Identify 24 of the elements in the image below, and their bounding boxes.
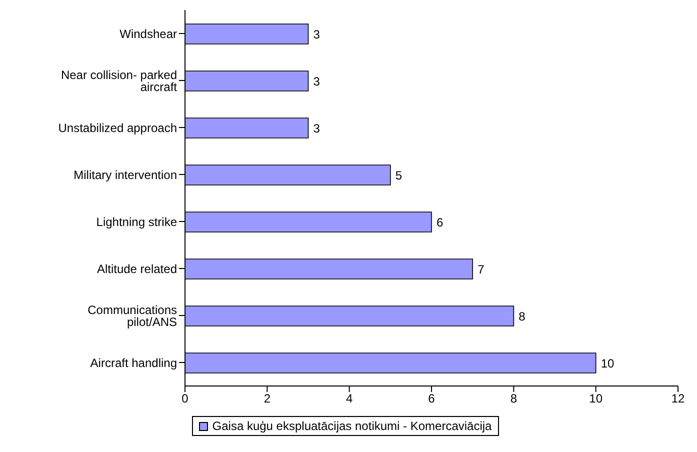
y-tick-label: Lightning strike xyxy=(96,214,178,229)
data-label: 7 xyxy=(478,262,485,276)
data-label: 3 xyxy=(313,121,320,136)
y-tick-label: Near collision- parked aircraft xyxy=(60,68,178,94)
data-label: 6 xyxy=(436,215,444,230)
data-label: 8 xyxy=(518,309,526,324)
y-tick-label: Aircraft handling xyxy=(90,356,177,370)
x-tick-label: 10 xyxy=(589,392,603,406)
x-tick-label: 0 xyxy=(182,392,189,406)
x-tick-label: 4 xyxy=(346,392,353,406)
x-tick-label: 2 xyxy=(264,392,271,406)
y-tick-label: Communications pilot/ANS xyxy=(88,302,177,329)
data-label: 5 xyxy=(395,168,402,182)
data-label: 10 xyxy=(600,356,615,370)
x-tick-label: 8 xyxy=(510,392,518,406)
x-tick-label: 6 xyxy=(428,392,436,406)
y-tick-label: Unstabilized approach xyxy=(58,120,177,135)
data-label: 3 xyxy=(313,74,320,88)
y-tick-label: Altitude related xyxy=(96,262,177,276)
y-tick-label: Windshear xyxy=(120,26,177,41)
legend-label: Gaisa kuģu ekspluatācijas notikumi - Komercaviācija xyxy=(211,419,492,433)
y-tick-label: Military intervention xyxy=(74,168,177,182)
x-tick-label: 12 xyxy=(671,392,685,406)
data-label: 3 xyxy=(313,27,320,42)
